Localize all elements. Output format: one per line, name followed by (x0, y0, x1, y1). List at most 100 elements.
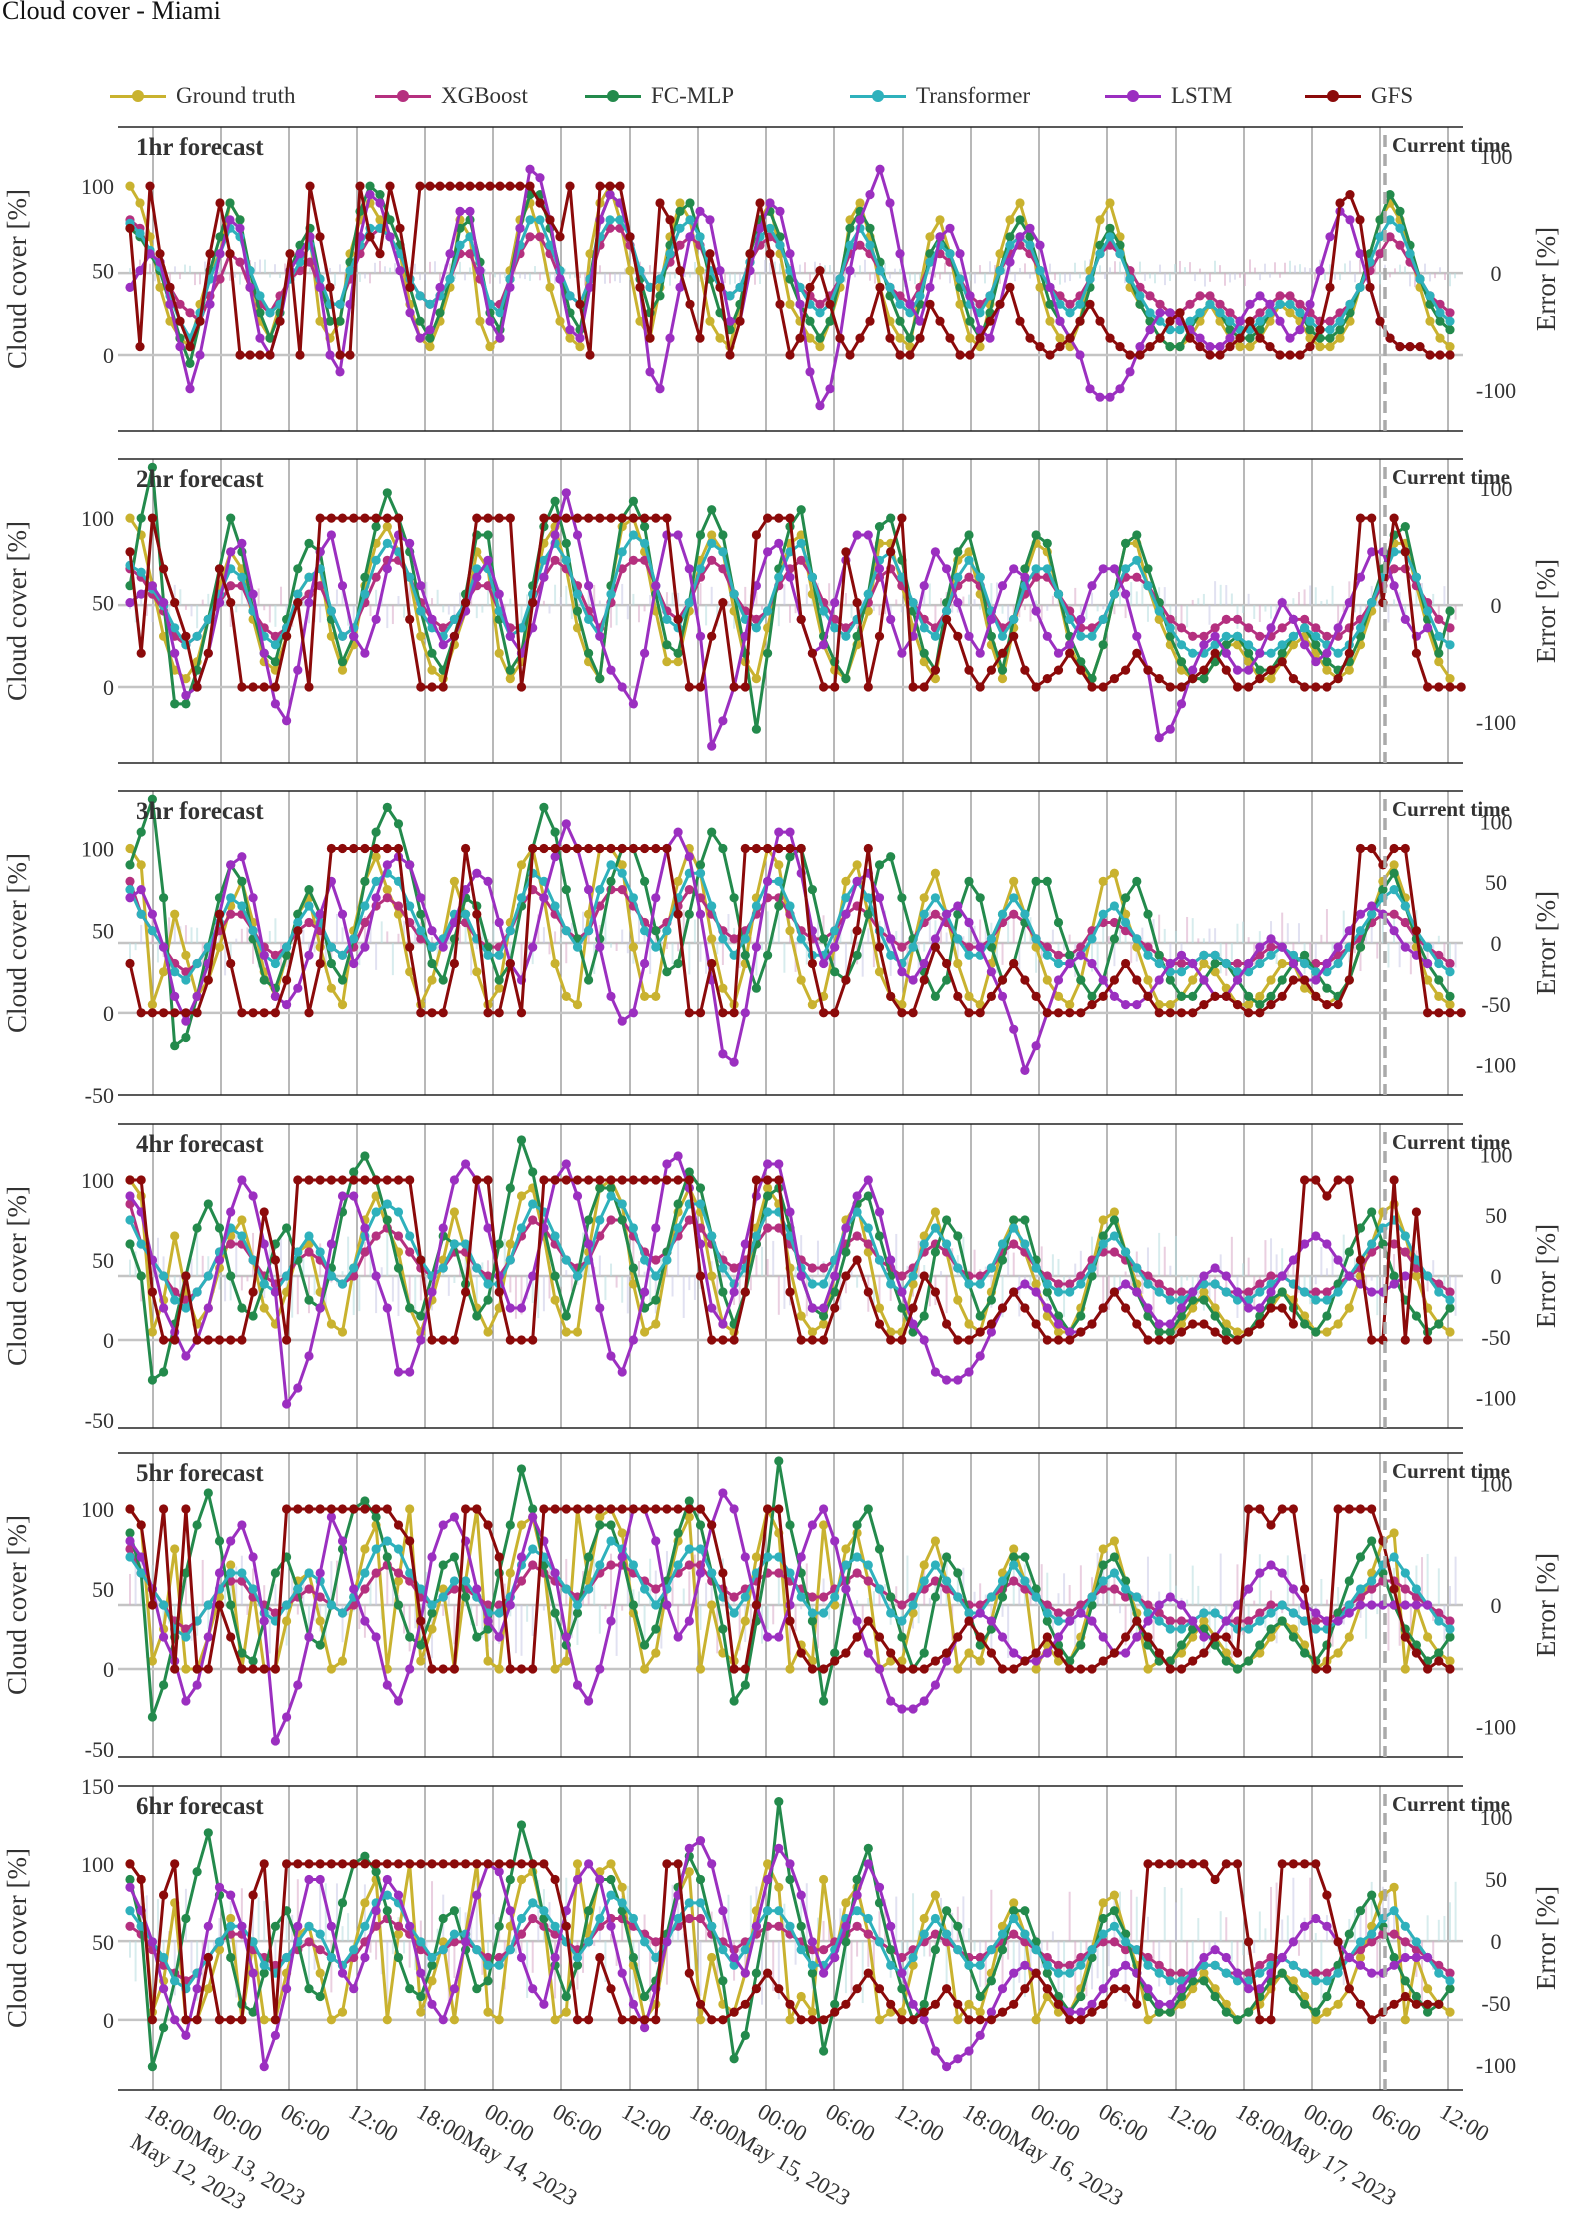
data-point (1367, 1600, 1377, 1610)
data-point (1367, 901, 1377, 911)
data-point (427, 1287, 437, 1297)
data-point (1109, 1215, 1119, 1225)
data-point (203, 1335, 213, 1345)
data-point (1087, 631, 1097, 641)
data-point (986, 614, 997, 625)
data-point (461, 843, 471, 854)
data-point (942, 958, 952, 969)
data-point (565, 181, 575, 191)
data-point (595, 942, 605, 952)
data-point (136, 909, 146, 919)
data-point (1031, 1592, 1041, 1602)
data-point (1109, 1207, 1119, 1217)
data-point (640, 1327, 650, 1337)
legend-label: XGBoost (441, 83, 528, 108)
data-point (395, 249, 405, 259)
data-point (807, 1303, 818, 1313)
data-point (640, 1584, 650, 1594)
data-point (1244, 1000, 1254, 1010)
data-point (1434, 1648, 1444, 1658)
data-point (584, 1696, 594, 1706)
data-point (226, 1536, 236, 1546)
data-point (545, 282, 555, 292)
data-point (1154, 975, 1164, 985)
data-point (1087, 581, 1097, 591)
legend-item-ground-truth[interactable]: Ground truth (110, 78, 295, 114)
data-point (953, 598, 963, 608)
data-point (986, 991, 997, 1002)
data-point (845, 266, 855, 276)
data-point (449, 876, 459, 887)
data-point (438, 1008, 448, 1018)
data-point (1400, 942, 1410, 952)
legend-item-xgboost[interactable]: XGBoost (375, 78, 528, 114)
data-point (908, 942, 918, 952)
data-point (485, 181, 495, 191)
data-point (1125, 274, 1135, 284)
error-tick-label: 50 (1485, 1203, 1507, 1228)
data-point (226, 1207, 236, 1217)
data-point (1076, 665, 1086, 675)
data-point (416, 1640, 426, 1650)
data-point (1344, 1175, 1354, 1185)
legend-item-fc-mlp[interactable]: FC-MLP (585, 78, 734, 114)
data-point (595, 1303, 605, 1313)
data-point (953, 958, 963, 969)
legend-item-lstm[interactable]: LSTM (1105, 78, 1232, 114)
data-point (1005, 282, 1015, 292)
data-point (371, 852, 381, 862)
data-point (584, 1584, 594, 1594)
data-point (495, 181, 505, 191)
y-axis-label: Cloud cover [%] (2, 189, 32, 369)
data-point (886, 991, 896, 1002)
data-point (472, 1263, 482, 1273)
data-point (1232, 631, 1243, 641)
data-point (575, 342, 585, 352)
data-point (371, 1175, 381, 1185)
data-point (539, 893, 549, 903)
data-point (707, 1231, 717, 1241)
data-point (628, 1600, 639, 1610)
data-point (226, 1271, 236, 1281)
data-point (1300, 640, 1310, 650)
data-point (125, 513, 135, 523)
legend-item-gfs[interactable]: GFS (1305, 78, 1413, 114)
data-point (606, 843, 616, 854)
data-point (751, 843, 762, 854)
data-point (1411, 1207, 1421, 1217)
data-point (986, 1319, 997, 1329)
data-point (1255, 1279, 1265, 1289)
data-point (1425, 316, 1435, 326)
data-point (472, 868, 482, 878)
data-point (293, 598, 303, 608)
data-point (225, 198, 235, 208)
data-point (1288, 614, 1298, 625)
data-point (1277, 991, 1287, 1002)
data-point (684, 909, 694, 919)
data-point (997, 648, 1008, 658)
data-point (1210, 623, 1220, 633)
legend-item-transformer[interactable]: Transformer (850, 78, 1030, 114)
data-point (975, 1008, 985, 1018)
data-point (1365, 282, 1375, 292)
data-point (371, 513, 381, 523)
data-point (740, 1552, 750, 1562)
data-point (863, 909, 873, 919)
data-point (807, 1000, 818, 1010)
data-point (919, 1576, 929, 1586)
data-point (1445, 682, 1455, 692)
data-point (185, 342, 195, 352)
data-point (1311, 657, 1321, 667)
data-point (270, 958, 280, 969)
data-point (585, 282, 595, 292)
data-point (304, 682, 314, 692)
data-point (528, 1560, 538, 1570)
legend-swatch (1305, 86, 1361, 106)
data-point (1042, 1616, 1052, 1626)
data-point (572, 1175, 583, 1185)
data-point (1355, 215, 1365, 225)
data-point (1305, 325, 1315, 335)
data-point (248, 1191, 258, 1201)
data-point (986, 1295, 997, 1305)
data-point (427, 1600, 437, 1610)
